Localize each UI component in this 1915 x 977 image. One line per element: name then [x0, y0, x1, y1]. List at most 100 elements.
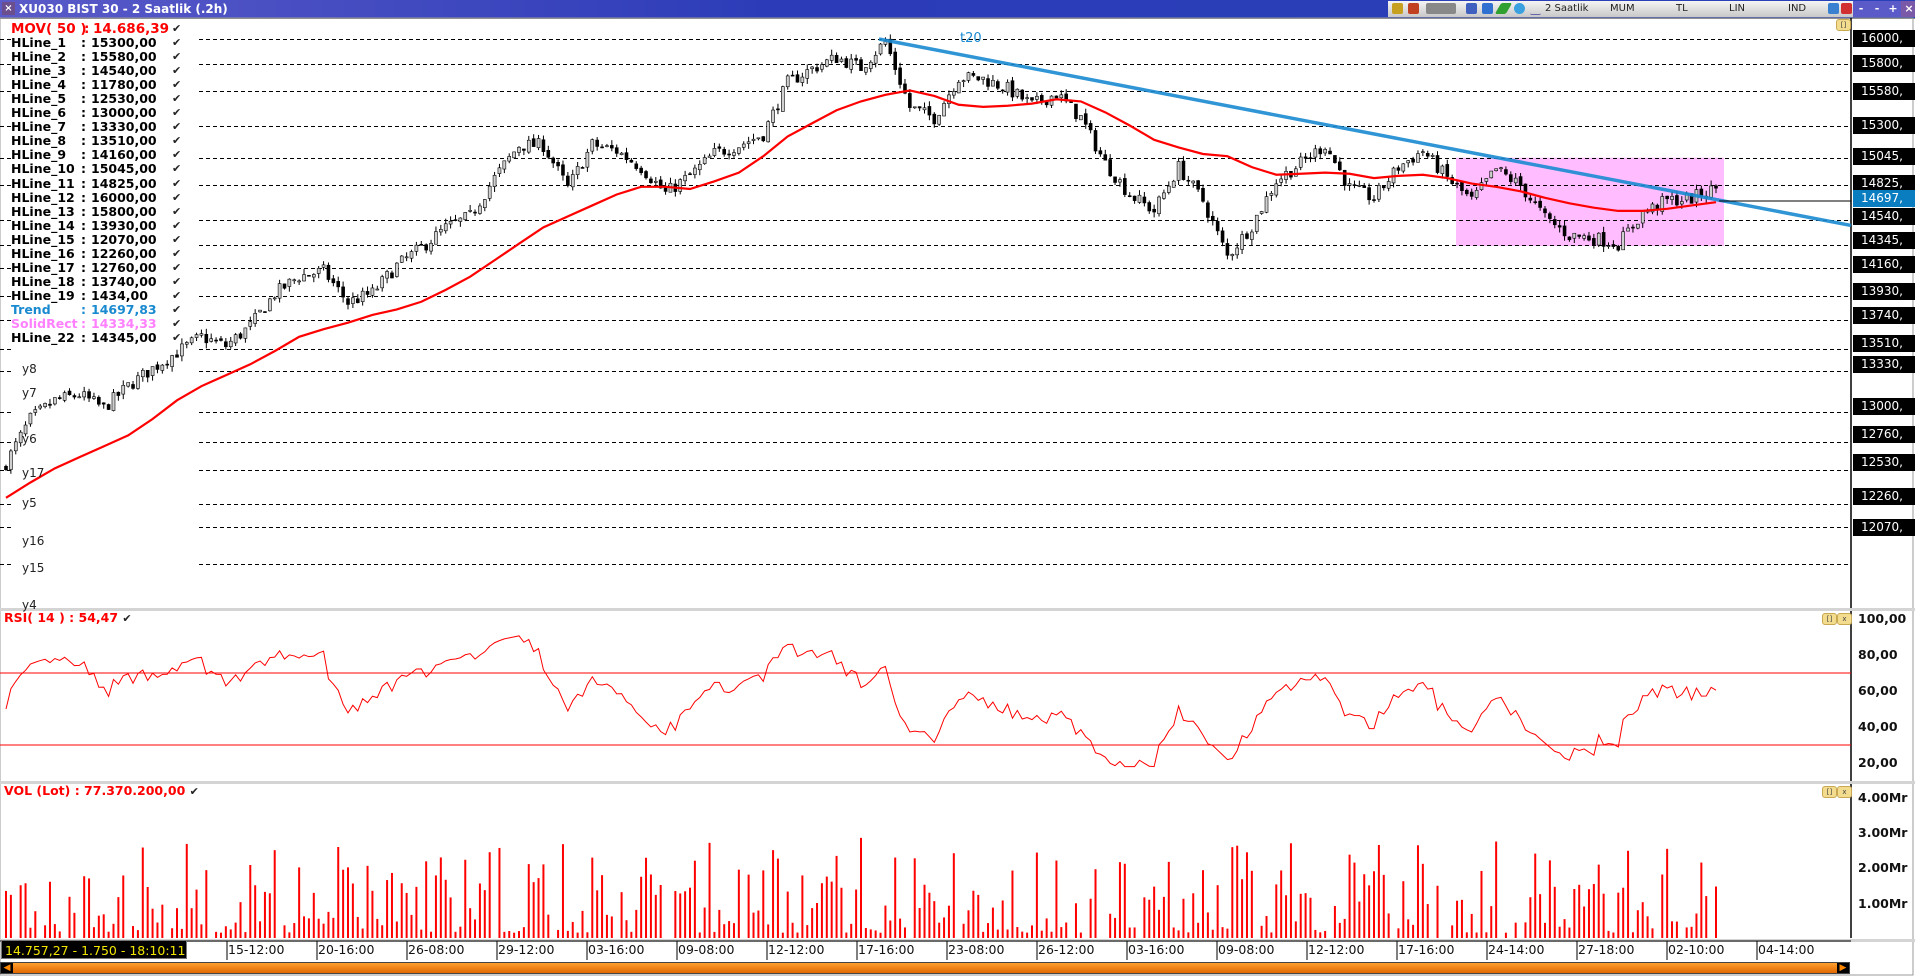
- candle-down: [976, 76, 981, 81]
- volume-bar: [1675, 921, 1678, 938]
- legend-row[interactable]: HLine_9:14160,00 ✔: [0, 148, 190, 162]
- check-icon[interactable]: ✔: [172, 92, 182, 106]
- price-axis-label: 15300,: [1853, 117, 1915, 134]
- legend-row[interactable]: HLine_19:1434,00 ✔: [0, 288, 190, 303]
- legend-row[interactable]: HLine_10:15045,00 ✔: [0, 162, 190, 176]
- volume-bar: [1031, 925, 1033, 938]
- move-icon[interactable]: [1514, 3, 1525, 14]
- check-icon[interactable]: ✔: [172, 162, 182, 176]
- volume-bar: [571, 921, 574, 938]
- check-icon[interactable]: ✔: [172, 204, 182, 218]
- volume-bar: [977, 894, 980, 938]
- arrow-icon[interactable]: [1828, 3, 1839, 14]
- check-icon[interactable]: ✔: [172, 106, 182, 120]
- legend-row[interactable]: HLine_14:13930,00 ✔: [0, 218, 190, 233]
- check-icon[interactable]: ✔: [172, 302, 182, 316]
- scroll-right-icon[interactable]: ▶: [1837, 963, 1849, 973]
- indicator-icon[interactable]: [1482, 3, 1493, 14]
- volume-bar: [1241, 879, 1244, 938]
- volume-bar: [151, 908, 154, 938]
- check-icon[interactable]: ✔: [172, 260, 182, 274]
- legend-row[interactable]: SolidRect:14334,33 ✔: [0, 317, 190, 331]
- scale-selector[interactable]: LIN: [1729, 3, 1746, 14]
- rsi-panel-restore-button[interactable]: []: [1822, 613, 1837, 625]
- period-selector[interactable]: 2 Saatlik: [1545, 3, 1589, 14]
- close-chart-button[interactable]: ×: [2, 2, 15, 15]
- legend-value: 14.686,39: [93, 21, 170, 37]
- check-icon[interactable]: ✔: [172, 148, 182, 162]
- table-icon[interactable]: [1466, 3, 1477, 14]
- candle-down: [1186, 179, 1191, 182]
- maximize-button[interactable]: +: [1885, 1, 1901, 17]
- tools-icon[interactable]: [1841, 3, 1852, 14]
- close-window-button[interactable]: ×: [1901, 1, 1915, 17]
- legend-row[interactable]: HLine_2:15580,00 ✔: [0, 50, 190, 64]
- vol-panel-close-button[interactable]: x: [1837, 786, 1852, 798]
- currency-selector[interactable]: TL: [1676, 3, 1688, 14]
- check-icon[interactable]: ✔: [172, 288, 182, 302]
- check-icon[interactable]: ✔: [172, 176, 182, 190]
- horizontal-scrollbar[interactable]: ◀ ▶: [0, 962, 1850, 974]
- ma50-line: [5, 89, 1717, 499]
- legend-row[interactable]: HLine_15:12070,00 ✔: [0, 232, 190, 247]
- portfolio-icon[interactable]: [1408, 3, 1419, 14]
- legend-row[interactable]: HLine_11:14825,00 ✔: [0, 176, 190, 191]
- legend-row[interactable]: HLine_17:12760,00 ✔: [0, 260, 190, 275]
- symbol-icon[interactable]: [1392, 3, 1403, 14]
- legend-row[interactable]: HLine_6:13000,00 ✔: [0, 106, 190, 120]
- legend-row[interactable]: HLine_12:16000,00 ✔: [0, 190, 190, 205]
- main-panel-restore-button[interactable]: []: [1836, 19, 1851, 31]
- volume-bar: [576, 932, 579, 938]
- rsi-panel-close-button[interactable]: x: [1837, 613, 1852, 625]
- legend-row[interactable]: HLine_13:15800,00 ✔: [0, 204, 190, 219]
- candle-down: [610, 145, 614, 149]
- check-icon[interactable]: ✔: [172, 218, 182, 232]
- legend-row[interactable]: HLine_16:12260,00 ✔: [0, 246, 190, 261]
- candle-down: [106, 404, 111, 410]
- check-icon[interactable]: ✔: [172, 317, 182, 330]
- check-icon[interactable]: ✔: [172, 64, 182, 78]
- volume-bar: [1211, 929, 1214, 938]
- rsi-check-icon[interactable]: ✔: [122, 612, 132, 625]
- check-icon[interactable]: ✔: [172, 36, 182, 49]
- legend-value: 15300,00: [91, 35, 157, 50]
- legend-row[interactable]: HLine_4:11780,00 ✔: [0, 78, 190, 92]
- check-icon[interactable]: ✔: [172, 134, 182, 148]
- candle-down: [614, 147, 619, 154]
- legend-row[interactable]: HLine_18:13740,00 ✔: [0, 274, 190, 289]
- check-icon[interactable]: ✔: [172, 22, 182, 35]
- minimize-button[interactable]: -: [1853, 1, 1869, 17]
- check-icon[interactable]: ✔: [172, 331, 182, 345]
- volume-check-icon[interactable]: ✔: [189, 785, 199, 798]
- check-icon[interactable]: ✔: [172, 78, 182, 92]
- volume-bar: [1373, 871, 1375, 938]
- check-icon[interactable]: ✔: [172, 246, 182, 260]
- legend-row[interactable]: HLine_3:14540,00 ✔: [0, 64, 190, 78]
- legend-row[interactable]: HLine_5:12530,00 ✔: [0, 92, 190, 106]
- chart-type-selector[interactable]: MUM: [1610, 3, 1635, 14]
- candle-up: [404, 256, 409, 259]
- legend-row[interactable]: HLine_8:13510,00 ✔: [0, 134, 190, 148]
- check-icon[interactable]: ✔: [172, 190, 182, 204]
- legend-row[interactable]: Trend:14697,83 ✔: [0, 302, 190, 317]
- legend-row[interactable]: HLine_22:14345,00 ✔: [0, 331, 190, 345]
- legend-row[interactable]: HLine_7:13330,00 ✔: [0, 120, 190, 134]
- check-icon[interactable]: ✔: [172, 274, 182, 288]
- volume-bar: [29, 927, 32, 938]
- scroll-left-icon[interactable]: ◀: [1, 963, 13, 973]
- check-icon[interactable]: ✔: [172, 50, 182, 64]
- volume-bar: [518, 931, 520, 938]
- candle-up: [961, 80, 966, 82]
- candle-down: [57, 397, 62, 399]
- legend-row[interactable]: MOV( 50 ):14.686,39 ✔: [0, 22, 190, 36]
- indicators-selector[interactable]: IND: [1788, 3, 1807, 14]
- volume-bar: [879, 932, 882, 938]
- check-icon[interactable]: ✔: [172, 120, 182, 134]
- legend-row[interactable]: HLine_1:15300,00 ✔: [0, 36, 190, 50]
- signal-icon[interactable]: [1530, 3, 1541, 15]
- vol-panel-restore-button[interactable]: []: [1822, 786, 1837, 798]
- restore-button[interactable]: -: [1869, 1, 1885, 17]
- check-icon[interactable]: ✔: [172, 232, 182, 246]
- formula-icon[interactable]: [1426, 3, 1456, 14]
